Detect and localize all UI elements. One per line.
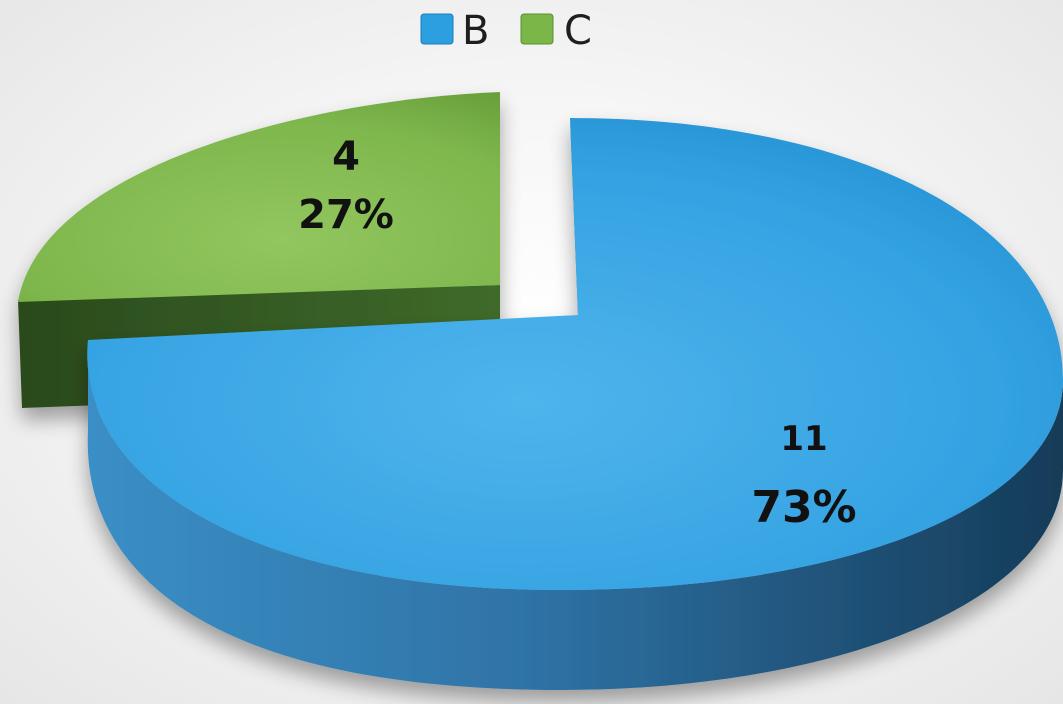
legend-item-b: B <box>420 8 489 54</box>
pie-slice-b-side <box>87 340 1063 690</box>
legend-item-c: C <box>520 8 592 54</box>
legend-label-c: C <box>564 8 592 54</box>
pie-slice-b <box>87 118 1063 690</box>
legend: B C <box>420 8 592 54</box>
data-labels: 4 27% 11 73% <box>298 134 857 533</box>
legend-swatch-c <box>520 13 554 45</box>
slice-c-percent-label: 27% <box>298 192 394 238</box>
slice-b-percent-label: 73% <box>751 482 856 533</box>
pie-slice-b-top <box>87 118 1063 590</box>
pie-slice-c-top <box>18 92 500 302</box>
slice-c-value-label: 4 <box>332 134 360 180</box>
legend-swatch-b <box>420 13 454 45</box>
slice-b-value-label: 11 <box>780 419 827 459</box>
legend-label-b: B <box>462 8 489 54</box>
